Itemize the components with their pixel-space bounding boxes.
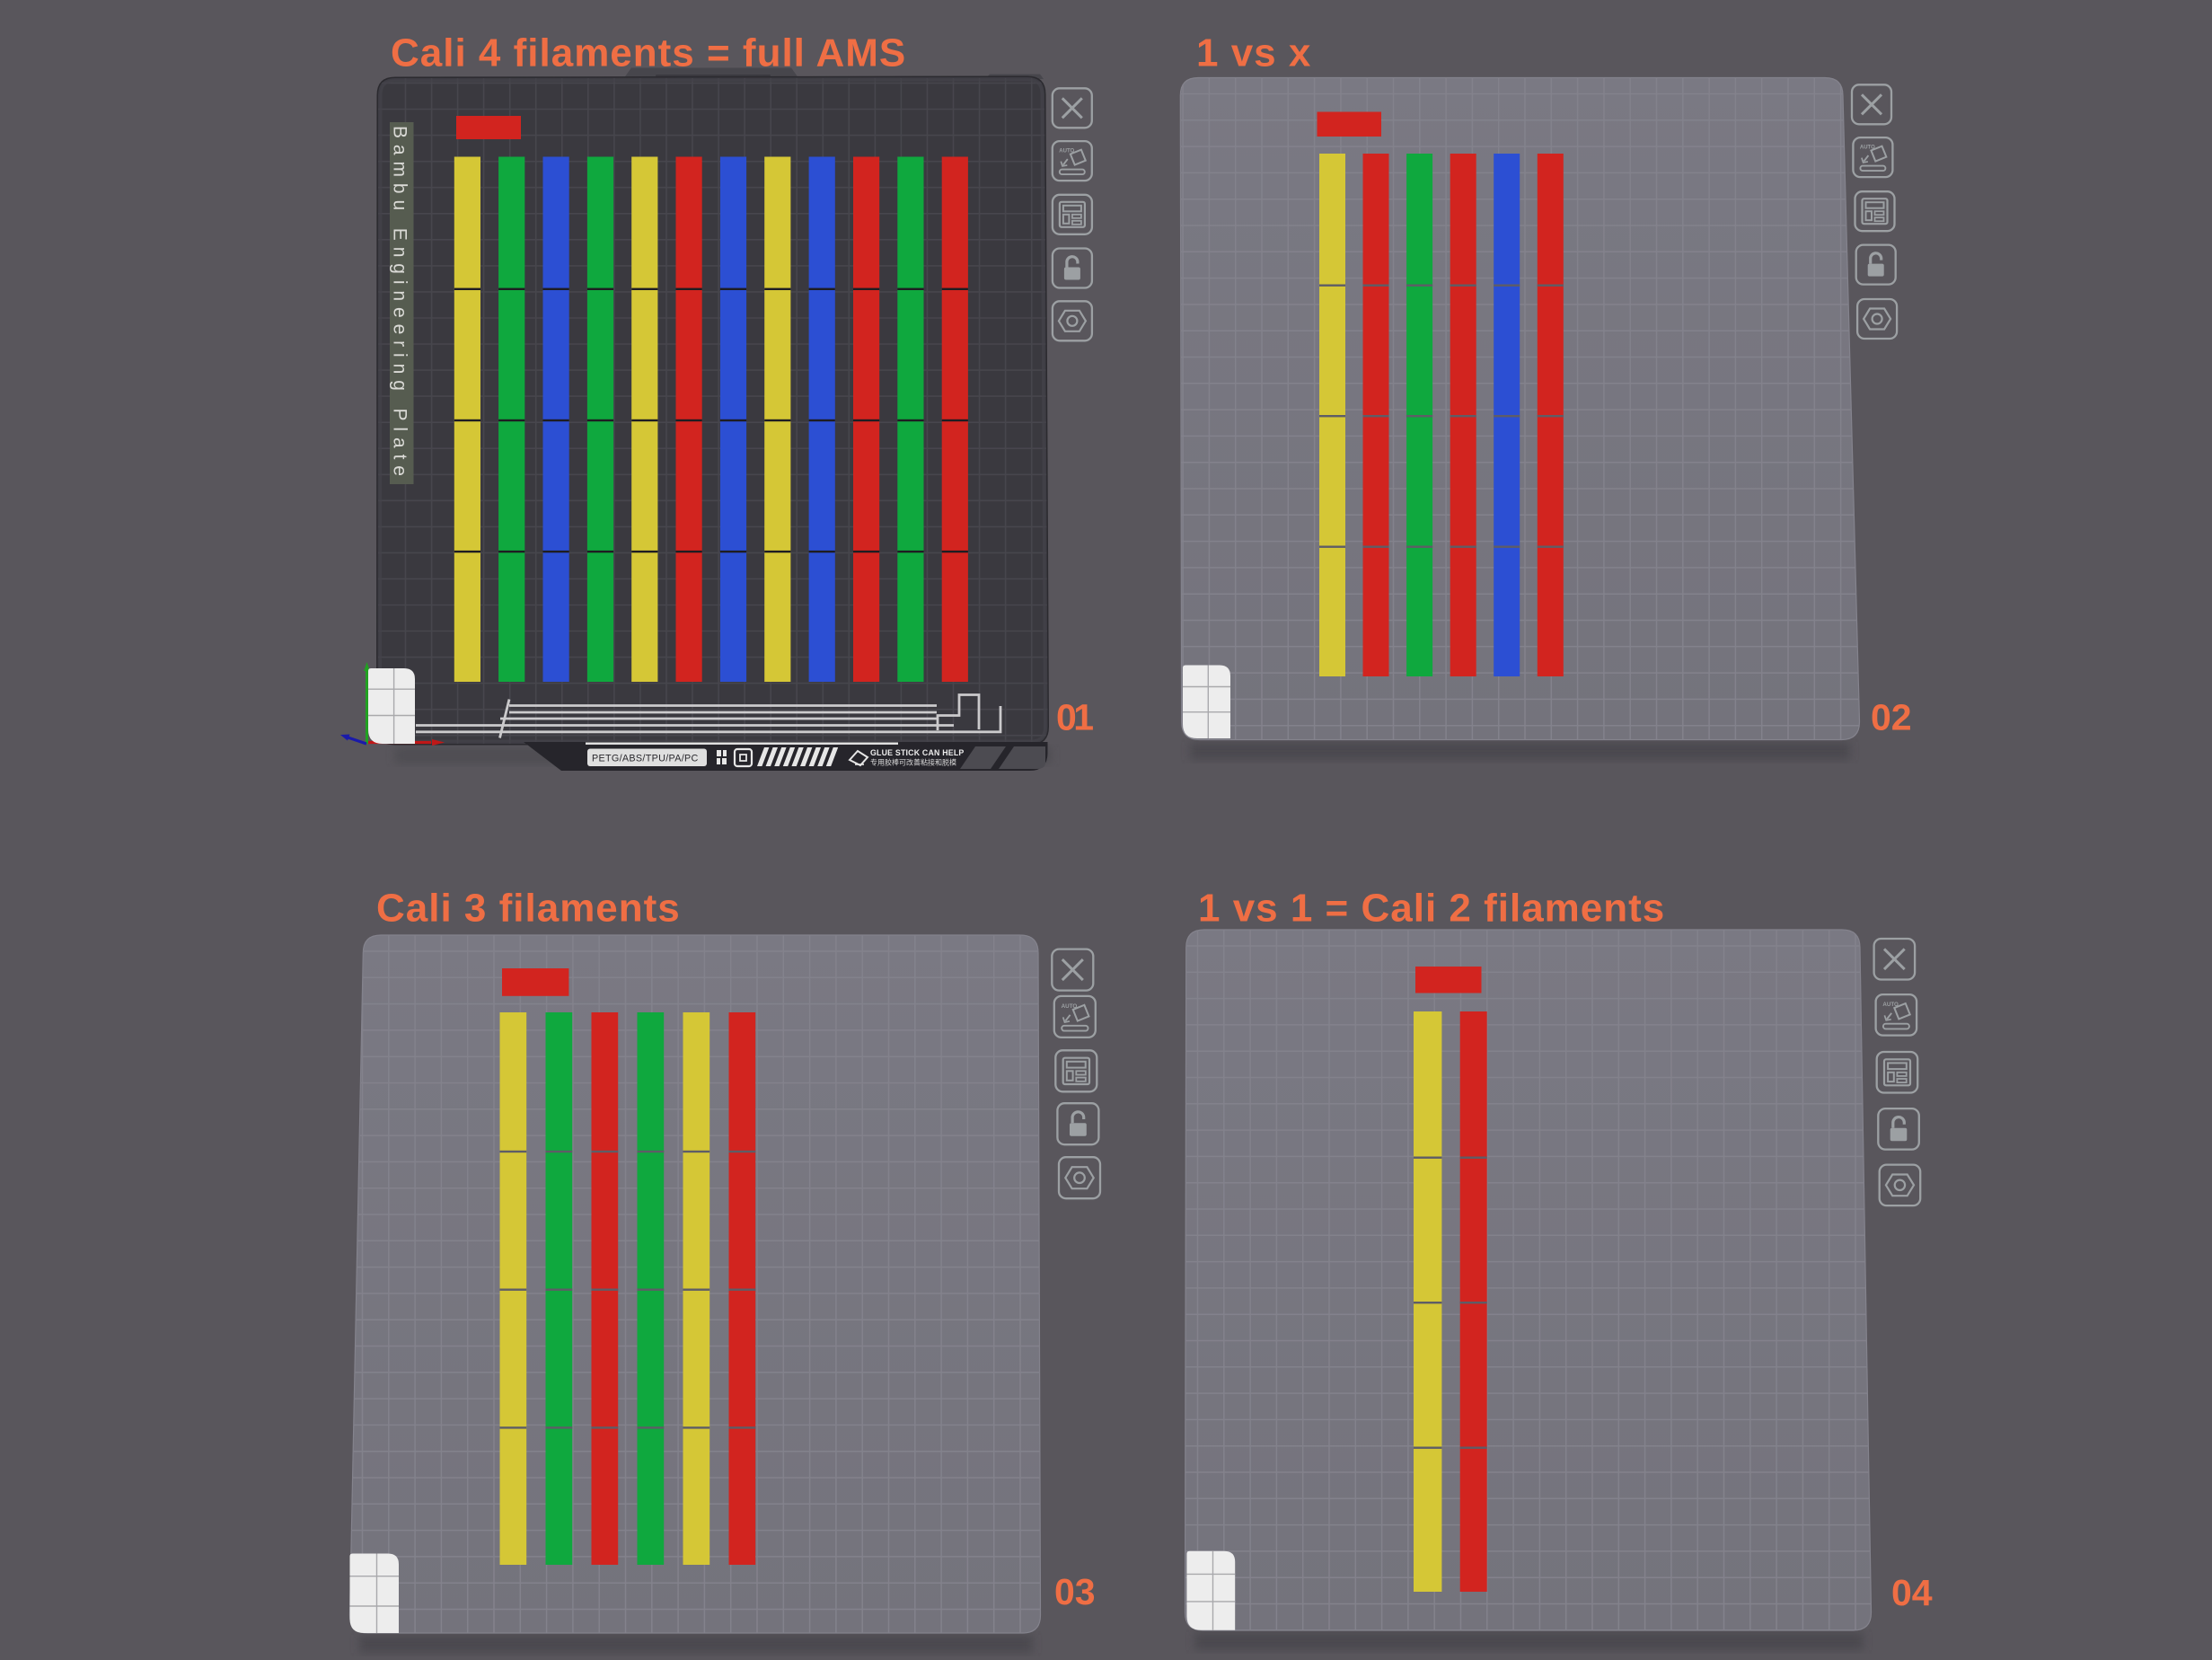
svg-text:1 vs x: 1 vs x: [1196, 31, 1311, 75]
svg-text:GLUE STICK CAN HELP: GLUE STICK CAN HELP: [870, 748, 964, 757]
svg-text:1 vs 1 = Cali 2 filaments: 1 vs 1 = Cali 2 filaments: [1198, 887, 1665, 931]
svg-text:PETG/ABS/TPU/PA/PC: PETG/ABS/TPU/PA/PC: [592, 754, 699, 764]
svg-text:02: 02: [1871, 697, 1912, 738]
svg-text:AUTO: AUTO: [1882, 1002, 1899, 1008]
svg-text:AUTO: AUTO: [1860, 146, 1875, 151]
svg-text:Cali 3 filaments: Cali 3 filaments: [376, 887, 681, 931]
svg-text:AUTO: AUTO: [1062, 1003, 1078, 1010]
svg-text:01: 01: [1056, 697, 1093, 738]
svg-text:03: 03: [1054, 1571, 1096, 1612]
svg-text:AUTO: AUTO: [1059, 149, 1074, 155]
svg-text:专用胶棒可改善粘接和脱模: 专用胶棒可改善粘接和脱模: [870, 758, 956, 767]
svg-text:04: 04: [1891, 1572, 1933, 1613]
svg-text:Cali 4 filaments = full AMS: Cali 4 filaments = full AMS: [391, 31, 906, 75]
